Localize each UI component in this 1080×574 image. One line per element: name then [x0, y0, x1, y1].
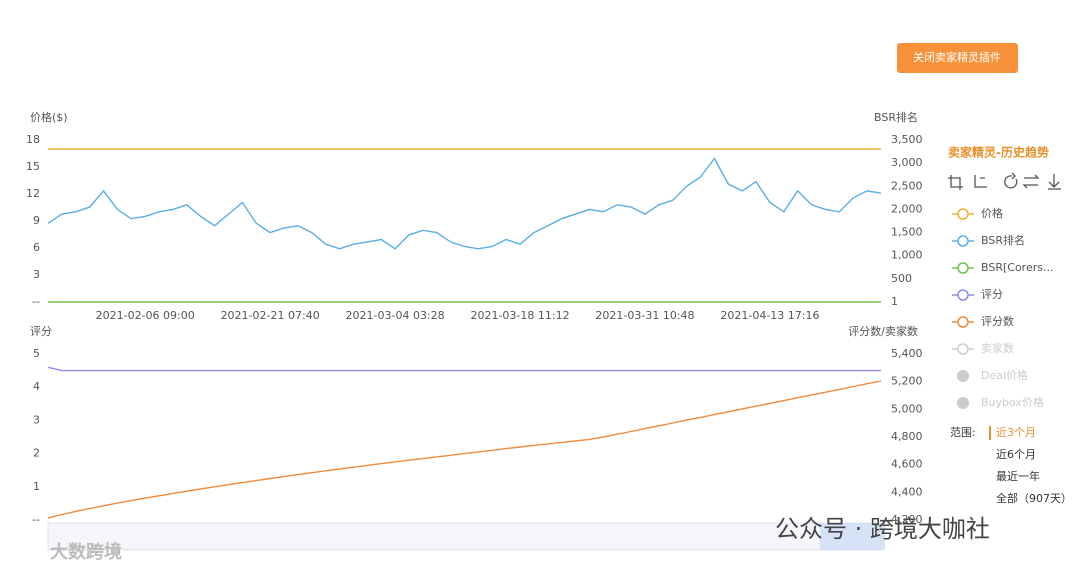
tool-restore[interactable] — [1004, 172, 1018, 189]
close-plugin-button[interactable] — [897, 43, 1018, 73]
tool-zoom[interactable] — [948, 175, 963, 190]
range-option[interactable]: 近6个月 — [996, 448, 1036, 461]
toolbox — [948, 172, 1061, 190]
legend-swatch — [957, 397, 969, 409]
y-axis-title: 价格($) — [30, 110, 68, 124]
x-tick-label: 2021-04-13 17:16 — [720, 309, 819, 322]
legend-label[interactable]: 评分数 — [981, 315, 1014, 328]
legend-label[interactable]: 价格 — [981, 206, 1003, 220]
legend-label[interactable]: Deal价格 — [981, 368, 1028, 382]
legend-swatch — [957, 235, 969, 247]
range-option[interactable]: 最近一年 — [996, 469, 1040, 483]
legend-label[interactable]: 评分 — [981, 288, 1003, 301]
range-option[interactable]: 近3个月 — [996, 426, 1036, 439]
legend-swatch — [957, 370, 969, 382]
y2-tick-label: 5,400 — [891, 347, 923, 360]
y2-tick-label: 1,000 — [891, 249, 923, 262]
watermark: 公众号 · 跨境大咖社 — [775, 515, 990, 543]
y2-tick-label: 500 — [891, 272, 912, 285]
legend-label[interactable]: BSR[Corers... — [981, 261, 1053, 274]
y-tick-label: 4 — [33, 380, 40, 393]
y2-tick-label: 3,500 — [891, 133, 923, 146]
range-option[interactable]: 全部（907天） — [996, 491, 1072, 505]
range-label: 范围: — [950, 425, 976, 439]
range-selected-bar — [989, 426, 991, 440]
y-tick-label: 1 — [33, 480, 40, 493]
y-tick-label: 3 — [33, 268, 40, 281]
legend-label[interactable]: Buybox价格 — [981, 395, 1044, 409]
tool-download[interactable] — [1048, 174, 1061, 190]
y-tick-label: 6 — [33, 241, 40, 254]
series-line — [47, 366, 881, 372]
legend-label[interactable]: 卖家数 — [981, 341, 1014, 355]
y-tick-label: 2 — [33, 447, 40, 460]
y-tick-label: 3 — [33, 413, 40, 426]
y2-tick-label: 5,000 — [891, 402, 923, 415]
panel-title: 卖家精灵-历史趋势 — [948, 145, 1049, 160]
tool-switch[interactable] — [1022, 174, 1040, 189]
legend-swatch — [957, 289, 969, 301]
legend-swatch — [957, 316, 969, 328]
y-tick-label: -- — [32, 513, 40, 526]
series-line — [47, 157, 882, 250]
y2-tick-label: 4,800 — [891, 430, 923, 443]
y-tick-label: 9 — [33, 214, 40, 227]
x-tick-label: 2021-03-04 03:28 — [346, 309, 445, 322]
y2-tick-label: 1,500 — [891, 226, 923, 239]
x-tick-label: 2021-03-31 10:48 — [595, 309, 694, 322]
series-line — [47, 380, 882, 519]
legend-swatch — [957, 262, 969, 274]
y-tick-label: 12 — [26, 187, 40, 200]
x-tick-label: 2021-02-06 09:00 — [96, 309, 195, 322]
zoom-slider[interactable] — [47, 522, 882, 551]
y2-tick-label: 2,000 — [891, 202, 923, 215]
legend-swatch — [957, 343, 969, 355]
y2-tick-label: 4,200 — [891, 513, 923, 526]
legend-swatch — [957, 208, 969, 220]
y2-tick-label: 5,200 — [891, 375, 923, 388]
y-tick-label: 5 — [33, 347, 40, 360]
legend-label[interactable]: BSR排名 — [981, 233, 1025, 247]
y2-axis-title: 评分数/卖家数 — [848, 324, 918, 338]
y-tick-label: 15 — [26, 160, 40, 173]
y-tick-label: -- — [32, 295, 40, 308]
x-tick-label: 2021-02-21 07:40 — [221, 309, 320, 322]
y2-axis-title: BSR排名 — [874, 110, 918, 124]
zoom-slider-handle[interactable] — [820, 523, 885, 550]
tool-zoom-back[interactable] — [974, 175, 987, 188]
y2-tick-label: 4,400 — [891, 485, 923, 498]
watermark: 大数跨境 — [50, 541, 122, 563]
y2-tick-label: 2,500 — [891, 179, 923, 192]
button-label[interactable]: 关闭卖家精灵插件 — [913, 50, 1001, 64]
y2-tick-label: 1 — [891, 295, 898, 308]
x-tick-label: 2021-03-18 11:12 — [470, 309, 569, 322]
y2-tick-label: 3,000 — [891, 156, 923, 169]
y-tick-label: 18 — [26, 133, 40, 146]
y-axis-title: 评分 — [30, 325, 52, 338]
y2-tick-label: 4,600 — [891, 458, 923, 471]
